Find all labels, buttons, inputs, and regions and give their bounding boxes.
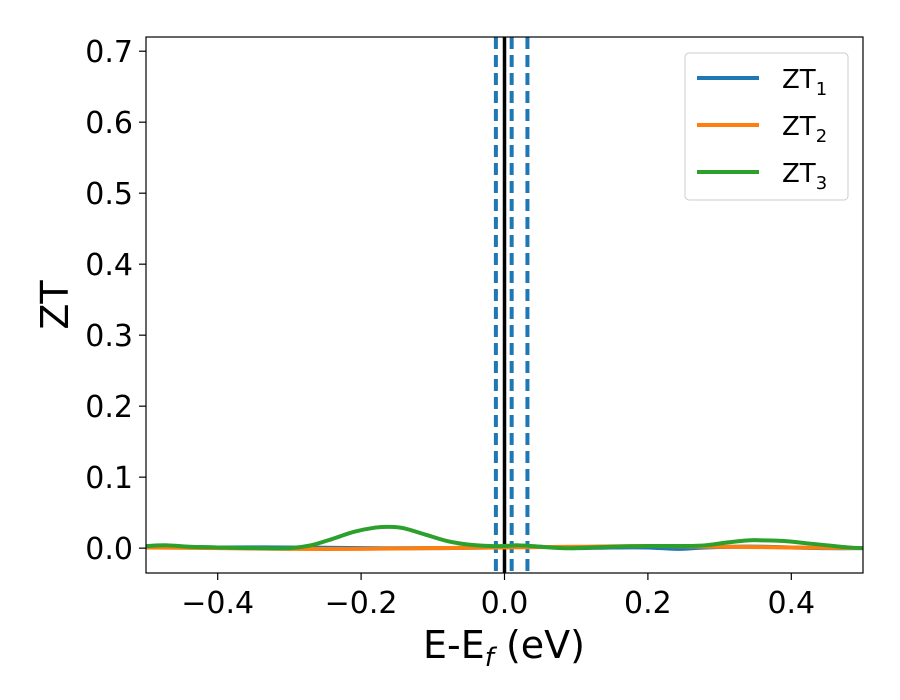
y-tick-label: 0.7 [85,35,133,70]
y-tick-label: 0.1 [85,461,133,496]
x-axis-title: E-Ef (eV) [423,623,585,673]
y-tick-label: 0.6 [85,106,133,141]
series-line-zt3 [146,524,863,551]
x-tick-label: −0.2 [325,586,398,621]
x-tick-label: 0.4 [767,586,815,621]
series-lines [146,524,863,551]
x-tick-label: 0.0 [481,586,529,621]
y-axis-ticks: 0.0 0.1 0.2 0.3 0.4 0.5 0.6 0.7 [85,35,146,567]
legend-label-zt2: ZT2 [782,112,827,147]
legend-label-zt3: ZT3 [782,159,827,194]
x-axis-title-main: E-E [423,623,485,667]
y-tick-label: 0.5 [85,177,133,212]
legend-label-zt1: ZT1 [782,65,827,100]
x-axis-ticks: −0.4 −0.2 0.0 0.2 0.4 [181,573,815,621]
fermi-reference-lines [493,37,530,573]
legend: ZT1 ZT2 ZT3 [684,52,849,201]
y-tick-label: 0.0 [85,532,133,567]
y-tick-label: 0.4 [85,248,133,283]
x-axis-title-unit: (eV) [494,623,585,667]
y-axis-title: ZT [33,280,77,330]
x-tick-label: 0.2 [624,586,672,621]
y-tick-label: 0.3 [85,319,133,354]
legend-box [684,52,849,201]
y-tick-label: 0.2 [85,390,133,425]
x-tick-label: −0.4 [181,586,254,621]
legend-entries: ZT1 ZT2 ZT3 [697,65,827,194]
